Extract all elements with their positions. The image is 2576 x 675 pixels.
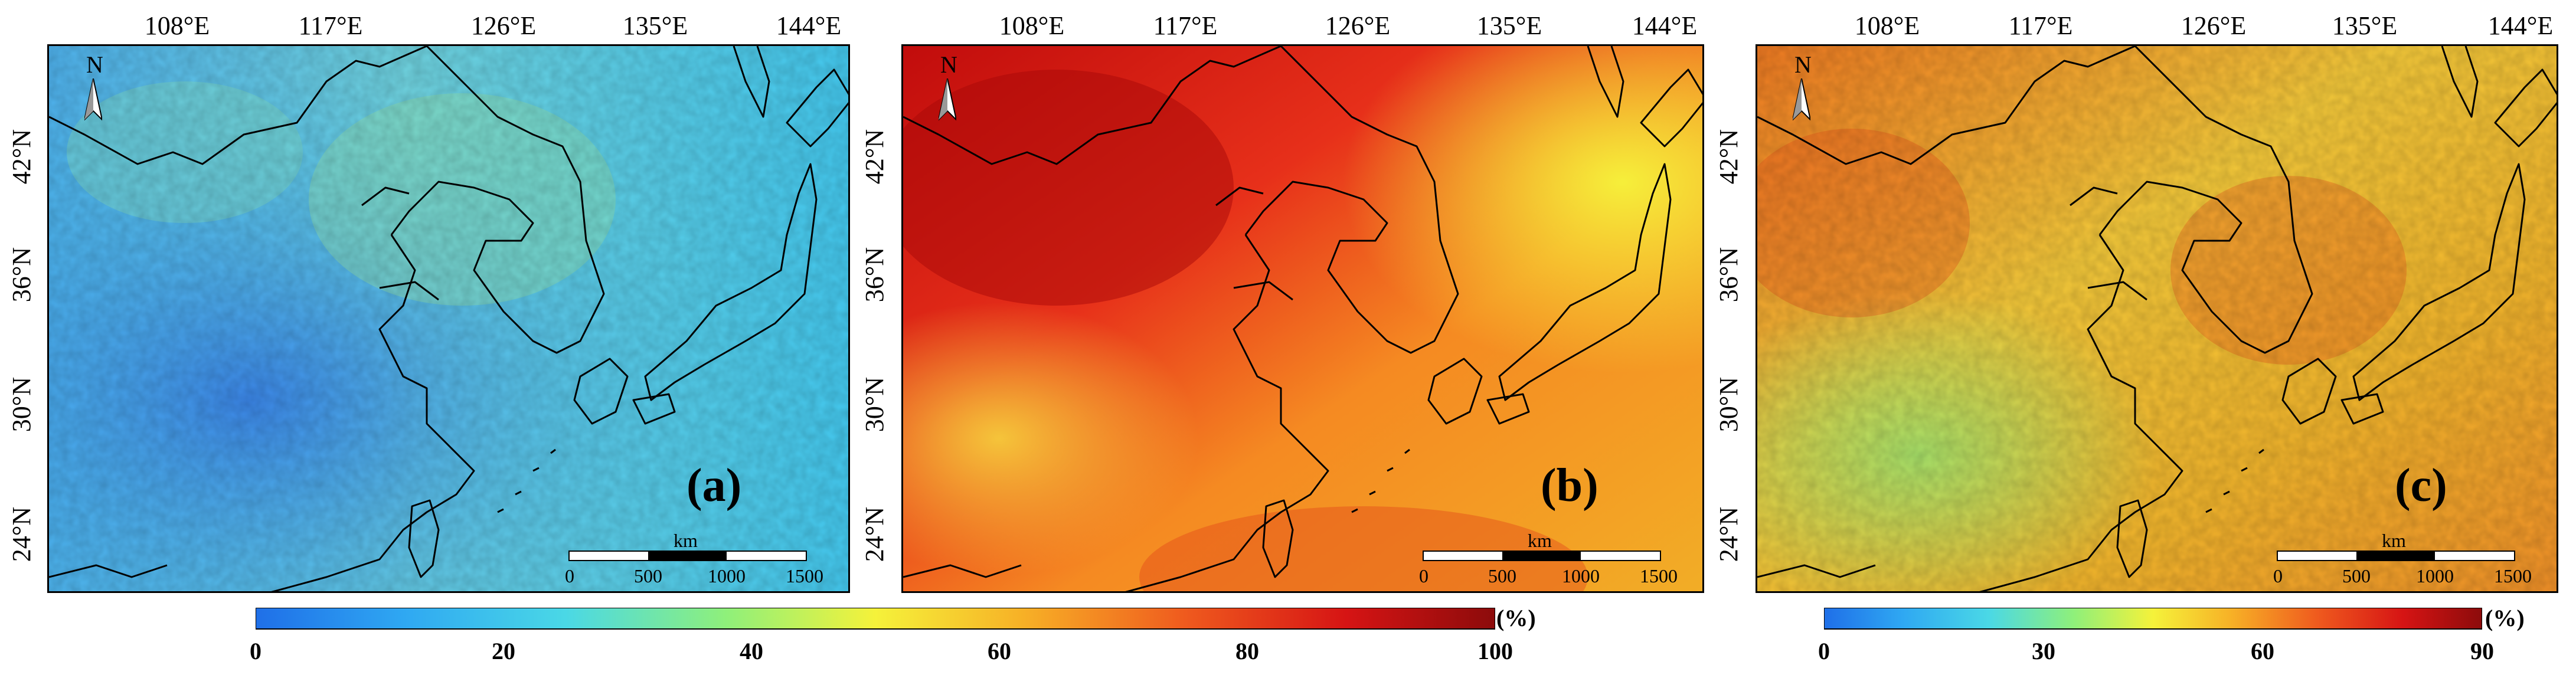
north-label: N bbox=[1794, 51, 1812, 78]
lon-label-144: 144°E bbox=[1632, 11, 1698, 40]
scale-tick-1000: 1000 bbox=[1562, 565, 1600, 586]
lat-label-42: 42°N bbox=[7, 129, 37, 185]
panel-tag-b: (b) bbox=[1541, 460, 1598, 512]
lon-label-117: 117°E bbox=[298, 11, 363, 40]
lon-label-126: 126°E bbox=[470, 11, 537, 40]
lon-label-126: 126°E bbox=[1325, 11, 1391, 40]
colorbar-tick: 20 bbox=[492, 638, 515, 664]
lon-label-144: 144°E bbox=[776, 11, 842, 40]
panel-tag-c: (c) bbox=[2395, 460, 2447, 512]
colorbar-tick: 80 bbox=[1235, 638, 1259, 664]
lat-label-24: 24°N bbox=[860, 506, 890, 562]
lon-label-126: 126°E bbox=[2181, 11, 2247, 40]
map-panel-c: N (c) km 0 500 1000 1500 bbox=[1756, 44, 2558, 593]
north-arrow-icon bbox=[1793, 78, 1810, 121]
colorbar-tick: 40 bbox=[740, 638, 763, 664]
scale-tick-1500: 1500 bbox=[1640, 565, 1678, 586]
panel-tag-a: (a) bbox=[687, 460, 742, 512]
scale-tick-500: 500 bbox=[1488, 565, 1516, 586]
lon-label-108: 108°E bbox=[999, 11, 1065, 40]
lat-label-30: 30°N bbox=[7, 376, 37, 432]
colorbar-tick: 30 bbox=[2032, 638, 2055, 664]
scale-unit: km bbox=[1528, 530, 1552, 551]
lon-label-144: 144°E bbox=[2487, 11, 2554, 40]
scale-tick-0: 0 bbox=[2273, 565, 2283, 586]
colorbar-tick: 0 bbox=[1818, 638, 1830, 664]
scale-tick-1000: 1000 bbox=[708, 565, 746, 586]
lon-label-108: 108°E bbox=[144, 11, 210, 40]
colorbar-tick: 100 bbox=[1477, 638, 1513, 664]
scale-tick-500: 500 bbox=[634, 565, 662, 586]
map-panel-b: N (b) km 0 500 1000 1500 bbox=[901, 44, 1704, 593]
scale-unit: km bbox=[674, 530, 698, 551]
map-panel-a: N (a) km 0 500 1000 1500 bbox=[47, 44, 850, 593]
lat-label-30: 30°N bbox=[860, 376, 890, 432]
scale-tick-1500: 1500 bbox=[786, 565, 823, 586]
lat-label-36: 36°N bbox=[860, 247, 890, 303]
lat-label-30: 30°N bbox=[1714, 376, 1744, 432]
lon-label-135: 135°E bbox=[2332, 11, 2398, 40]
colorbar-tick: 90 bbox=[2470, 638, 2494, 664]
north-label: N bbox=[940, 51, 957, 78]
lon-label-117: 117°E bbox=[1153, 11, 1218, 40]
colorbar-unit: (%) bbox=[1496, 605, 1536, 631]
lat-label-36: 36°N bbox=[7, 247, 37, 303]
north-label: N bbox=[86, 51, 103, 78]
scale-tick-0: 0 bbox=[1419, 565, 1428, 586]
lat-label-42: 42°N bbox=[1714, 129, 1744, 185]
scale-bar bbox=[2277, 551, 2515, 561]
colorbar-tick: 0 bbox=[250, 638, 261, 664]
lat-label-24: 24°N bbox=[1714, 506, 1744, 562]
colorbar-tick: 60 bbox=[988, 638, 1011, 664]
scale-tick-500: 500 bbox=[2342, 565, 2371, 586]
colorbar-unit: (%) bbox=[2485, 605, 2525, 631]
lat-label-24: 24°N bbox=[7, 506, 37, 562]
lat-label-42: 42°N bbox=[860, 129, 890, 185]
lon-label-135: 135°E bbox=[1476, 11, 1542, 40]
colorbar-tick: 60 bbox=[2251, 638, 2274, 664]
north-arrow-icon bbox=[84, 78, 102, 121]
scale-bar bbox=[568, 551, 807, 561]
lat-label-36: 36°N bbox=[1714, 247, 1744, 303]
scale-tick-0: 0 bbox=[565, 565, 574, 586]
lon-label-117: 117°E bbox=[2008, 11, 2073, 40]
scale-tick-1000: 1000 bbox=[2416, 565, 2454, 586]
lon-label-108: 108°E bbox=[1854, 11, 1920, 40]
north-arrow-icon bbox=[939, 78, 956, 121]
scale-tick-1500: 1500 bbox=[2494, 565, 2532, 586]
scale-unit: km bbox=[2382, 530, 2406, 551]
scale-bar bbox=[1423, 551, 1661, 561]
lon-label-135: 135°E bbox=[622, 11, 688, 40]
colorbar-0-90 bbox=[1824, 608, 2482, 630]
colorbar-0-100 bbox=[256, 608, 1495, 630]
